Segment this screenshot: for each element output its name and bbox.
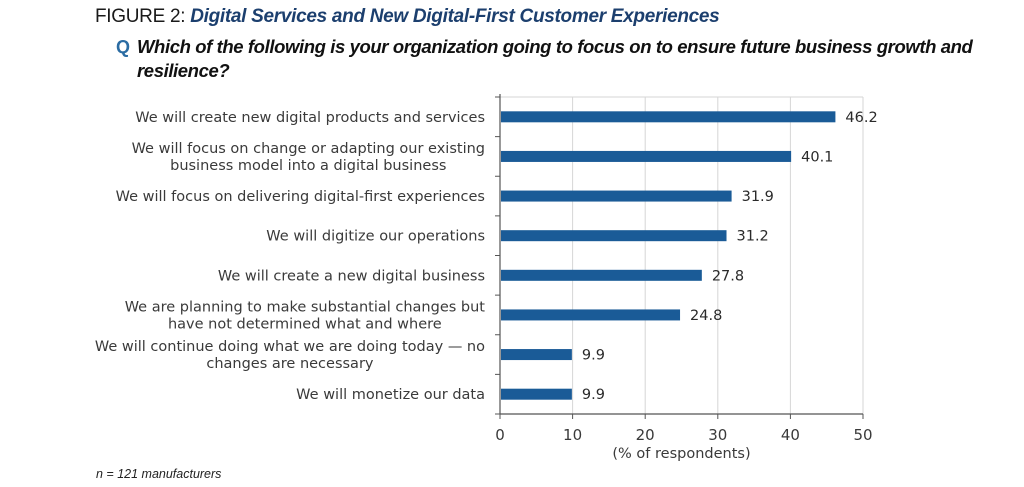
- x-tick-label: 30: [708, 426, 727, 444]
- survey-question: Q Which of the following is your organiz…: [116, 35, 976, 83]
- bar: [501, 269, 702, 281]
- category-label-line: We will digitize our operations: [266, 229, 485, 245]
- value-label: 31.9: [742, 189, 774, 205]
- category-label: We will monetize our data: [296, 387, 485, 403]
- category-label: We will create new digital products and …: [135, 110, 485, 126]
- value-labels: 46.2 40.1 31.9 31.2 27.8 24.8 9.9 9.9: [582, 110, 878, 403]
- category-label-line: We will continue doing what we are doing…: [95, 339, 485, 355]
- category-label: We are planning to make substantial chan…: [125, 299, 486, 332]
- category-label-line: We are planning to make substantial chan…: [125, 299, 486, 315]
- category-label-line: We will monetize our data: [296, 387, 485, 403]
- value-label: 46.2: [845, 110, 877, 126]
- gridlines: [500, 96, 864, 414]
- category-label-line: changes are necessary: [206, 356, 374, 372]
- category-label-line: We will focus on delivering digital-firs…: [116, 189, 485, 205]
- value-label: 24.8: [690, 308, 722, 324]
- value-label: 31.2: [737, 229, 769, 245]
- x-tick-label: 40: [781, 426, 800, 444]
- category-label-line: We will create a new digital business: [218, 268, 485, 284]
- bar: [501, 111, 836, 123]
- figure-name: Digital Services and New Digital-First C…: [190, 6, 720, 27]
- category-label: We will create a new digital business: [218, 268, 485, 284]
- category-label: We will continue doing what we are doing…: [95, 339, 485, 372]
- category-label-line: have not determined what and where: [168, 316, 442, 332]
- bar: [501, 388, 572, 400]
- category-label-line: We will create new digital products and …: [135, 110, 485, 126]
- value-label: 9.9: [582, 387, 605, 403]
- bar: [501, 349, 572, 361]
- bars: [501, 111, 836, 400]
- x-tick-label: 0: [495, 426, 505, 444]
- value-label: 9.9: [582, 348, 605, 364]
- x-tick-labels: 0 10 20 30 40 50: [495, 426, 872, 444]
- category-labels: We will create new digital products and …: [95, 110, 485, 403]
- figure-number: FIGURE 2:: [95, 6, 191, 27]
- value-label: 40.1: [801, 149, 833, 165]
- x-axis-title: (% of respondents): [612, 446, 750, 462]
- x-tick-label: 20: [636, 426, 655, 444]
- value-label: 27.8: [712, 268, 744, 284]
- question-marker: Q: [116, 37, 130, 57]
- category-label: We will focus on delivering digital-firs…: [116, 189, 485, 205]
- x-tick-label: 10: [563, 426, 582, 444]
- bar: [501, 309, 681, 321]
- category-label: We will focus on change or adapting our …: [132, 141, 485, 174]
- figure-title: FIGURE 2: Digital Services and New Digit…: [95, 6, 720, 28]
- question-text: Which of the following is your organizat…: [137, 36, 973, 81]
- bar: [501, 150, 792, 162]
- bar: [501, 230, 727, 242]
- category-label-line: business model into a digital business: [170, 158, 446, 174]
- x-tick-label: 50: [853, 426, 872, 444]
- axes: [495, 94, 864, 419]
- category-label-line: We will focus on change or adapting our …: [132, 141, 485, 157]
- sample-size-note: n = 121 manufacturers: [96, 467, 222, 481]
- bar: [501, 190, 732, 202]
- category-label: We will digitize our operations: [266, 229, 485, 245]
